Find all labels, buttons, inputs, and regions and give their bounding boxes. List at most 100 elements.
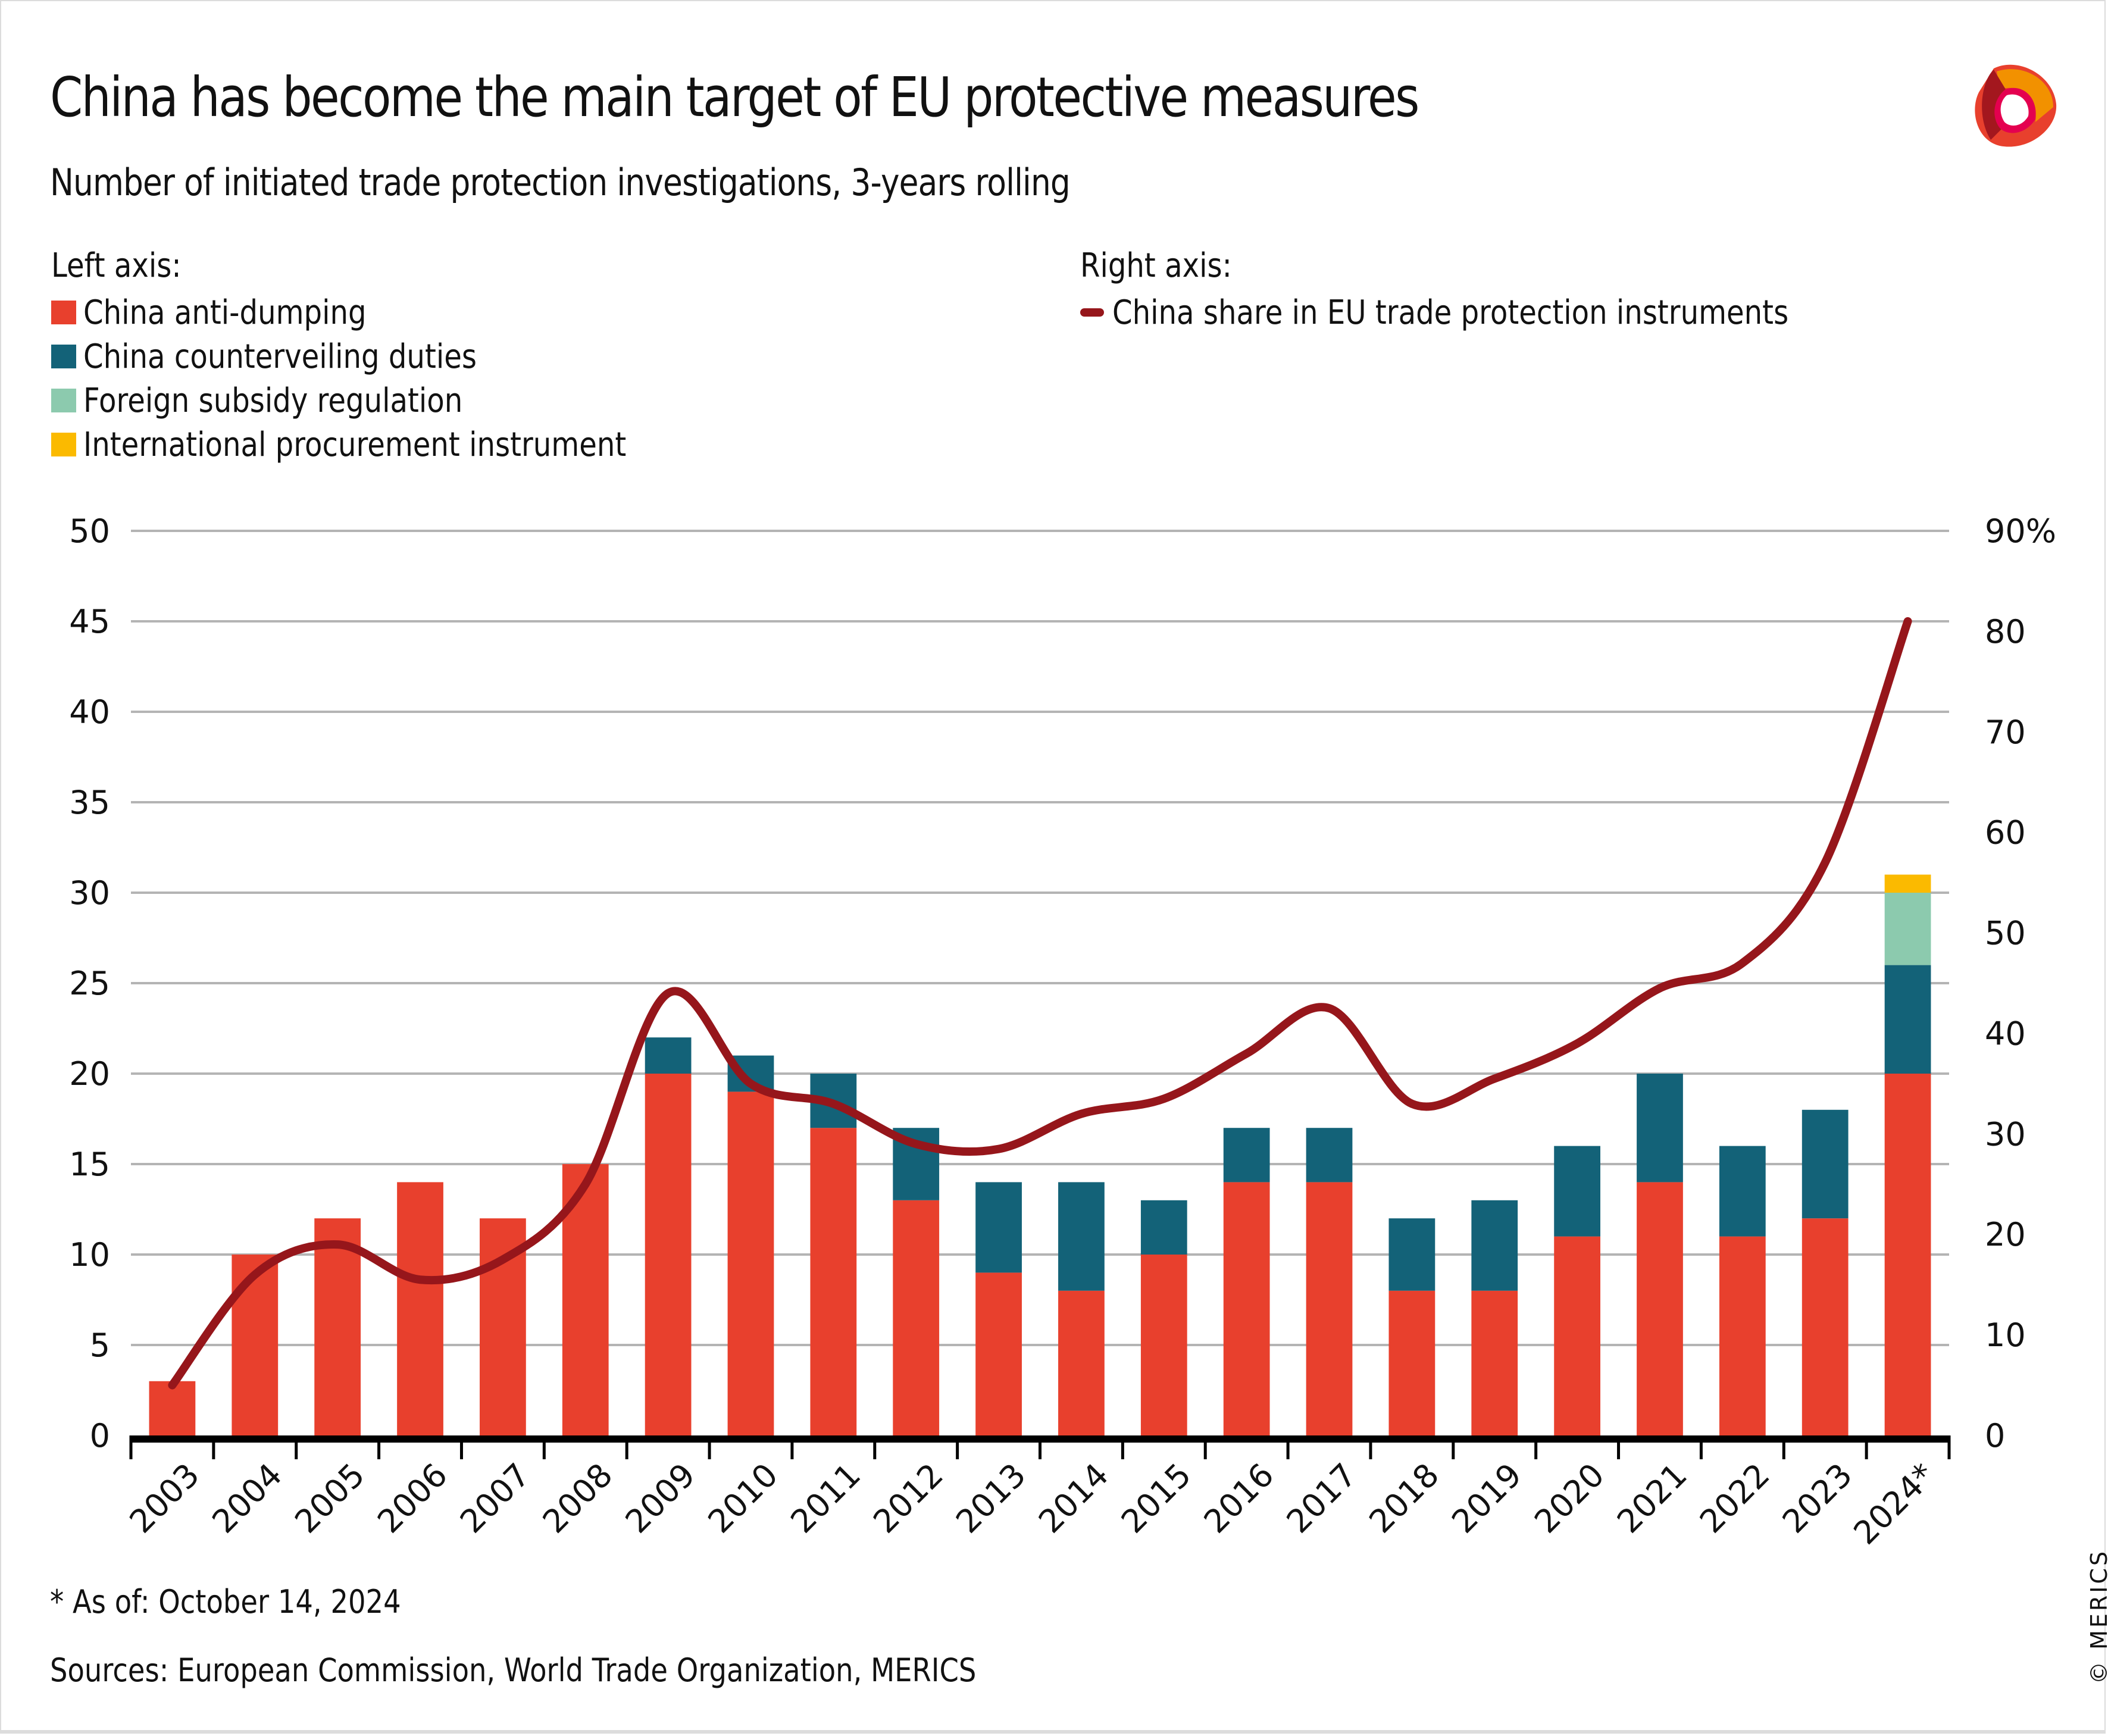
legend-label: China counterveiling duties (83, 337, 477, 376)
legend-right: Right axis: China share in EU trade prot… (1080, 246, 1899, 334)
right-axis-tick-label: 50 (1985, 915, 2026, 952)
bar-segment (1884, 1074, 1931, 1435)
x-axis-tick-label: 2012 (866, 1456, 950, 1541)
bar-segment (1306, 1128, 1353, 1183)
left-axis-tick-label: 30 (69, 874, 110, 912)
x-axis-tick-label: 2004 (205, 1456, 289, 1541)
left-axis-tick-label: 25 (69, 965, 110, 1002)
legend-left: Left axis: China anti-dumping China coun… (51, 246, 715, 467)
bar-segment (1802, 1218, 1849, 1435)
legend-left-heading: Left axis: (51, 246, 182, 285)
x-axis-tick-label: 2021 (1610, 1456, 1694, 1541)
bar-segment (1140, 1200, 1187, 1255)
bar-segment (1388, 1290, 1435, 1435)
bar-segment (810, 1128, 857, 1435)
bar-segment (1554, 1146, 1600, 1237)
legend-label: China anti-dumping (83, 293, 367, 332)
legend-swatch (51, 301, 76, 324)
legend-item-anti-dumping: China anti-dumping (51, 290, 715, 334)
legend-label: International procurement instrument (83, 425, 627, 464)
bar-segment (1223, 1182, 1270, 1435)
bar-segment (1471, 1200, 1518, 1291)
right-axis-tick-label: 0 (1985, 1417, 2005, 1455)
bar-segment (1884, 874, 1931, 893)
right-axis-tick-label: 60 (1985, 814, 2026, 852)
right-axis-tick-label: 90% (1985, 512, 2056, 550)
x-axis-tick-label: 2009 (618, 1456, 703, 1541)
bar-segment (149, 1381, 196, 1435)
right-axis-tick-label: 40 (1985, 1015, 2026, 1052)
bar-segment (1884, 965, 1931, 1074)
x-axis-tick-label: 2010 (701, 1456, 786, 1541)
legend-label: China share in EU trade protection instr… (1112, 293, 1789, 332)
legend-label: Foreign subsidy regulation (83, 381, 463, 420)
bar-segment (975, 1182, 1022, 1273)
legend-right-heading: Right axis: (1080, 246, 1232, 285)
bar-segment (975, 1272, 1022, 1435)
left-axis-tick-label: 10 (69, 1236, 110, 1274)
bar-segment (1637, 1182, 1683, 1435)
x-axis-tick-label: 2023 (1775, 1456, 1860, 1541)
x-axis-tick-label: 2016 (1197, 1456, 1281, 1541)
bar-segment (893, 1200, 940, 1435)
bar-segment (645, 1074, 692, 1435)
x-axis-tick-label: 2020 (1527, 1456, 1612, 1541)
bar-segment (1306, 1182, 1353, 1435)
x-axis-tick-label: 2024* (1847, 1456, 1943, 1552)
legend-item-china-share: China share in EU trade protection instr… (1080, 290, 1899, 334)
bar-segment (397, 1182, 443, 1435)
bar-segment (1719, 1236, 1766, 1435)
x-axis-tick-label: 2019 (1444, 1456, 1529, 1541)
x-axis-tick-label: 2015 (1114, 1456, 1199, 1541)
x-axis-tick-label: 2011 (783, 1456, 868, 1541)
legend-swatch (51, 389, 76, 412)
x-axis-tick-label: 2013 (949, 1456, 1033, 1541)
bar-segment (1554, 1236, 1600, 1435)
copyright: © MERICS (2086, 1549, 2108, 1684)
legend-item-procurement: International procurement instrument (51, 423, 715, 467)
china-share-line (168, 617, 1912, 1390)
legend-swatch (51, 433, 76, 456)
left-axis-tick-label: 5 (90, 1327, 110, 1364)
right-axis-tick-label: 30 (1985, 1115, 2026, 1153)
chart-title: China has become the main target of EU p… (50, 65, 1419, 129)
bar-segment (1140, 1255, 1187, 1435)
left-axis-tick-label: 45 (69, 603, 110, 640)
sources: Sources: European Commission, World Trad… (50, 1651, 977, 1689)
legend-swatch (51, 345, 76, 368)
bar-segment (727, 1091, 774, 1435)
bar-segment (1471, 1290, 1518, 1435)
bar-segment (645, 1037, 692, 1074)
bar-segment (314, 1218, 361, 1435)
x-axis-tick-label: 2003 (122, 1456, 207, 1541)
right-axis-tick-label: 20 (1985, 1216, 2026, 1253)
chart-subtitle: Number of initiated trade protection inv… (50, 161, 1071, 204)
right-axis-tick-label: 10 (1985, 1316, 2026, 1354)
bar-segment (1058, 1182, 1105, 1291)
bar-segment (1223, 1128, 1270, 1183)
bar-segment (1058, 1290, 1105, 1435)
bar-segment (1637, 1074, 1683, 1183)
x-axis-tick-label: 2014 (1031, 1456, 1116, 1541)
legend-item-foreign-subsidy: Foreign subsidy regulation (51, 379, 715, 423)
bar-segment (1388, 1218, 1435, 1291)
x-axis-tick-label: 2018 (1362, 1456, 1446, 1541)
bar-segment (1802, 1109, 1849, 1219)
bar-segment (1884, 893, 1931, 965)
legend-item-counterveiling: China counterveiling duties (51, 334, 715, 379)
left-axis-tick-label: 50 (69, 512, 110, 550)
left-axis-tick-label: 15 (69, 1146, 110, 1183)
right-axis-tick-label: 70 (1985, 714, 2026, 751)
right-axis-tick-label: 80 (1985, 613, 2026, 650)
merics-logo-icon (1975, 64, 2057, 147)
left-axis-tick-label: 35 (69, 784, 110, 821)
footnote: * As of: October 14, 2024 (50, 1583, 401, 1621)
left-axis-tick-label: 20 (69, 1055, 110, 1093)
x-axis-tick-label: 2022 (1693, 1456, 1777, 1541)
x-axis-tick-label: 2008 (536, 1456, 620, 1541)
bar-segment (1719, 1146, 1766, 1237)
legend-line-swatch (1080, 308, 1104, 317)
left-axis-tick-label: 40 (69, 693, 110, 731)
